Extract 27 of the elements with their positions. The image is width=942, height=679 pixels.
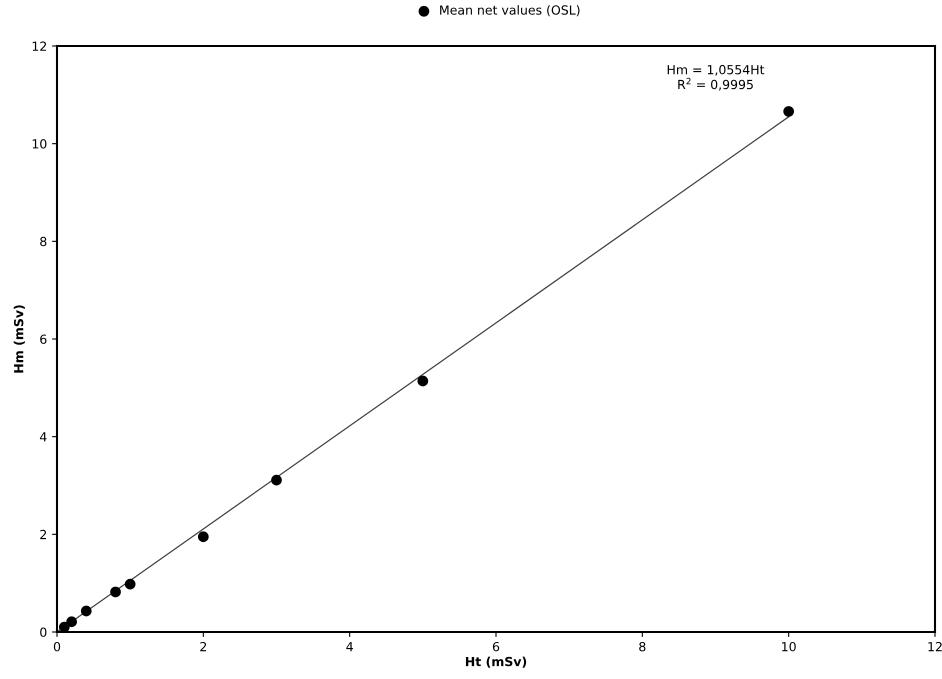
x-tick-label: 10 bbox=[782, 642, 796, 652]
point bbox=[271, 474, 282, 486]
point bbox=[58, 622, 70, 632]
y-tick-label: 6 bbox=[40, 334, 46, 344]
point bbox=[783, 106, 794, 117]
point bbox=[417, 376, 428, 386]
x-tick-label: 12 bbox=[928, 642, 942, 652]
x-tick-label: 2 bbox=[200, 642, 206, 652]
y-tick-label: 4 bbox=[40, 432, 47, 442]
x-axis-title: Ht (mSv) bbox=[466, 656, 526, 668]
x-tick-label: 4 bbox=[346, 642, 353, 652]
point bbox=[110, 586, 121, 598]
y-tick-label: 10 bbox=[32, 139, 46, 149]
y-tick-label: 0 bbox=[40, 627, 46, 637]
y-tick-label: 2 bbox=[40, 530, 46, 540]
y-tick-label: 8 bbox=[40, 236, 46, 246]
point bbox=[198, 531, 209, 542]
y-tick-label: 12 bbox=[32, 41, 46, 51]
y-axis-title: Hm (mSv) bbox=[14, 305, 25, 373]
point bbox=[124, 578, 136, 590]
point bbox=[66, 616, 77, 628]
legend-label: Mean net values (OSL) bbox=[440, 5, 580, 16]
annotation: Hm = 1,0554Ht R$^{2}$ = 0,9995 bbox=[668, 64, 764, 90]
x-tick-label: 6 bbox=[492, 642, 500, 652]
point bbox=[80, 606, 92, 616]
x-tick-label: 8 bbox=[639, 642, 646, 652]
x-tick-label: 0 bbox=[54, 642, 60, 652]
